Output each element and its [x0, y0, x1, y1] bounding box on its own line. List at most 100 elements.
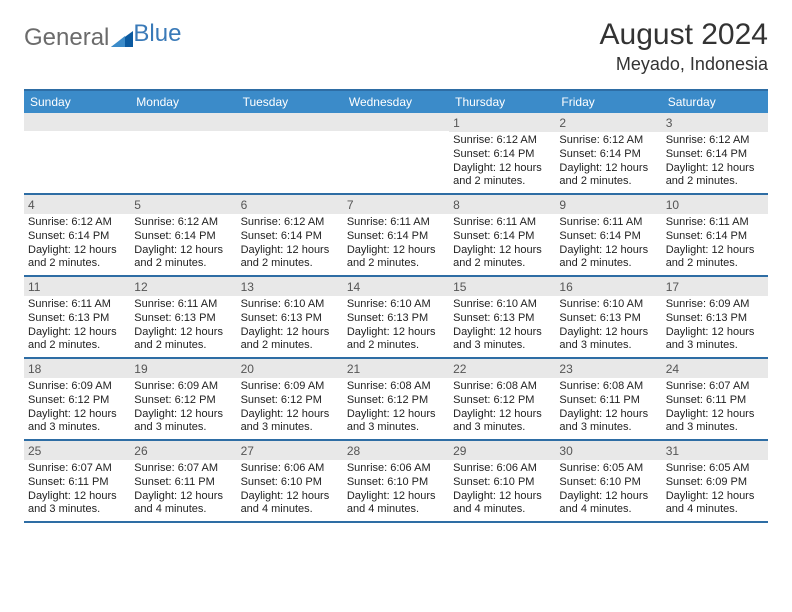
sunrise-line: Sunrise: 6:08 AM: [453, 380, 551, 394]
sunset-line: Sunset: 6:14 PM: [666, 148, 764, 162]
logo-text-gray: General: [24, 24, 109, 52]
daylight-line: Daylight: 12 hours and 3 minutes.: [28, 408, 126, 436]
sunset-line: Sunset: 6:11 PM: [559, 394, 657, 408]
sunrise-line: Sunrise: 6:12 AM: [559, 134, 657, 148]
daylight-line: Daylight: 12 hours and 2 minutes.: [559, 162, 657, 190]
calendar-cell: 28Sunrise: 6:06 AMSunset: 6:10 PMDayligh…: [343, 441, 449, 521]
daylight-line: Daylight: 12 hours and 4 minutes.: [347, 490, 445, 518]
calendar-cell: 15Sunrise: 6:10 AMSunset: 6:13 PMDayligh…: [449, 277, 555, 357]
day-number: 24: [662, 359, 768, 378]
sunset-line: Sunset: 6:14 PM: [134, 230, 232, 244]
sunrise-line: Sunrise: 6:10 AM: [559, 298, 657, 312]
daylight-line: Daylight: 12 hours and 4 minutes.: [666, 490, 764, 518]
sunset-line: Sunset: 6:12 PM: [28, 394, 126, 408]
cell-body: [237, 131, 343, 183]
daylight-line: Daylight: 12 hours and 2 minutes.: [559, 244, 657, 272]
day-header-row: SundayMondayTuesdayWednesdayThursdayFrid…: [24, 91, 768, 113]
daylight-line: Daylight: 12 hours and 2 minutes.: [134, 244, 232, 272]
day-header: Wednesday: [343, 91, 449, 113]
sunset-line: Sunset: 6:13 PM: [347, 312, 445, 326]
sunrise-line: Sunrise: 6:05 AM: [559, 462, 657, 476]
sunrise-line: Sunrise: 6:10 AM: [241, 298, 339, 312]
cell-body: Sunrise: 6:07 AMSunset: 6:11 PMDaylight:…: [130, 460, 236, 521]
day-number: [24, 113, 130, 131]
daylight-line: Daylight: 12 hours and 2 minutes.: [241, 326, 339, 354]
day-number: 17: [662, 277, 768, 296]
day-number: 2: [555, 113, 661, 132]
title-block: August 2024 Meyado, Indonesia: [600, 18, 768, 75]
day-number: 21: [343, 359, 449, 378]
sunset-line: Sunset: 6:13 PM: [241, 312, 339, 326]
sunset-line: Sunset: 6:12 PM: [347, 394, 445, 408]
sunset-line: Sunset: 6:11 PM: [134, 476, 232, 490]
sunset-line: Sunset: 6:14 PM: [666, 230, 764, 244]
daylight-line: Daylight: 12 hours and 2 minutes.: [453, 162, 551, 190]
daylight-line: Daylight: 12 hours and 2 minutes.: [134, 326, 232, 354]
day-number: 9: [555, 195, 661, 214]
daylight-line: Daylight: 12 hours and 2 minutes.: [666, 244, 764, 272]
cell-body: [343, 131, 449, 183]
sunset-line: Sunset: 6:14 PM: [453, 148, 551, 162]
daylight-line: Daylight: 12 hours and 3 minutes.: [666, 326, 764, 354]
cell-body: Sunrise: 6:06 AMSunset: 6:10 PMDaylight:…: [449, 460, 555, 521]
sunrise-line: Sunrise: 6:06 AM: [347, 462, 445, 476]
day-number: [130, 113, 236, 131]
daylight-line: Daylight: 12 hours and 2 minutes.: [347, 244, 445, 272]
daylight-line: Daylight: 12 hours and 2 minutes.: [241, 244, 339, 272]
calendar-cell: 25Sunrise: 6:07 AMSunset: 6:11 PMDayligh…: [24, 441, 130, 521]
month-title: August 2024: [600, 18, 768, 52]
day-header: Sunday: [24, 91, 130, 113]
calendar-cell: 5Sunrise: 6:12 AMSunset: 6:14 PMDaylight…: [130, 195, 236, 275]
sunrise-line: Sunrise: 6:12 AM: [241, 216, 339, 230]
day-number: 1: [449, 113, 555, 132]
day-number: 28: [343, 441, 449, 460]
sunset-line: Sunset: 6:12 PM: [453, 394, 551, 408]
calendar-cell: 14Sunrise: 6:10 AMSunset: 6:13 PMDayligh…: [343, 277, 449, 357]
cell-body: Sunrise: 6:08 AMSunset: 6:12 PMDaylight:…: [449, 378, 555, 439]
calendar-cell: 11Sunrise: 6:11 AMSunset: 6:13 PMDayligh…: [24, 277, 130, 357]
day-number: 18: [24, 359, 130, 378]
cell-body: Sunrise: 6:12 AMSunset: 6:14 PMDaylight:…: [237, 214, 343, 275]
logo-triangle-icon: [111, 26, 133, 54]
cell-body: Sunrise: 6:07 AMSunset: 6:11 PMDaylight:…: [662, 378, 768, 439]
sunrise-line: Sunrise: 6:05 AM: [666, 462, 764, 476]
day-header: Saturday: [662, 91, 768, 113]
sunrise-line: Sunrise: 6:12 AM: [134, 216, 232, 230]
cell-body: Sunrise: 6:07 AMSunset: 6:11 PMDaylight:…: [24, 460, 130, 521]
day-number: 3: [662, 113, 768, 132]
daylight-line: Daylight: 12 hours and 2 minutes.: [28, 326, 126, 354]
daylight-line: Daylight: 12 hours and 4 minutes.: [134, 490, 232, 518]
cell-body: Sunrise: 6:12 AMSunset: 6:14 PMDaylight:…: [130, 214, 236, 275]
day-header: Tuesday: [237, 91, 343, 113]
calendar-cell: 16Sunrise: 6:10 AMSunset: 6:13 PMDayligh…: [555, 277, 661, 357]
day-number: 20: [237, 359, 343, 378]
sunset-line: Sunset: 6:13 PM: [559, 312, 657, 326]
daylight-line: Daylight: 12 hours and 2 minutes.: [666, 162, 764, 190]
sunrise-line: Sunrise: 6:11 AM: [453, 216, 551, 230]
calendar-cell: [130, 113, 236, 193]
day-number: 25: [24, 441, 130, 460]
cell-body: Sunrise: 6:12 AMSunset: 6:14 PMDaylight:…: [24, 214, 130, 275]
daylight-line: Daylight: 12 hours and 3 minutes.: [347, 408, 445, 436]
day-header: Thursday: [449, 91, 555, 113]
day-number: 7: [343, 195, 449, 214]
calendar-week: 11Sunrise: 6:11 AMSunset: 6:13 PMDayligh…: [24, 277, 768, 359]
day-number: 4: [24, 195, 130, 214]
day-number: 11: [24, 277, 130, 296]
calendar-cell: 27Sunrise: 6:06 AMSunset: 6:10 PMDayligh…: [237, 441, 343, 521]
cell-body: Sunrise: 6:09 AMSunset: 6:12 PMDaylight:…: [237, 378, 343, 439]
cell-body: Sunrise: 6:09 AMSunset: 6:12 PMDaylight:…: [24, 378, 130, 439]
day-number: 15: [449, 277, 555, 296]
sunrise-line: Sunrise: 6:12 AM: [28, 216, 126, 230]
sunrise-line: Sunrise: 6:11 AM: [347, 216, 445, 230]
day-header: Monday: [130, 91, 236, 113]
sunset-line: Sunset: 6:14 PM: [559, 230, 657, 244]
day-header: Friday: [555, 91, 661, 113]
calendar: SundayMondayTuesdayWednesdayThursdayFrid…: [24, 89, 768, 523]
cell-body: Sunrise: 6:06 AMSunset: 6:10 PMDaylight:…: [237, 460, 343, 521]
sunrise-line: Sunrise: 6:06 AM: [241, 462, 339, 476]
day-number: [343, 113, 449, 131]
day-number: 26: [130, 441, 236, 460]
sunrise-line: Sunrise: 6:09 AM: [666, 298, 764, 312]
calendar-cell: 29Sunrise: 6:06 AMSunset: 6:10 PMDayligh…: [449, 441, 555, 521]
